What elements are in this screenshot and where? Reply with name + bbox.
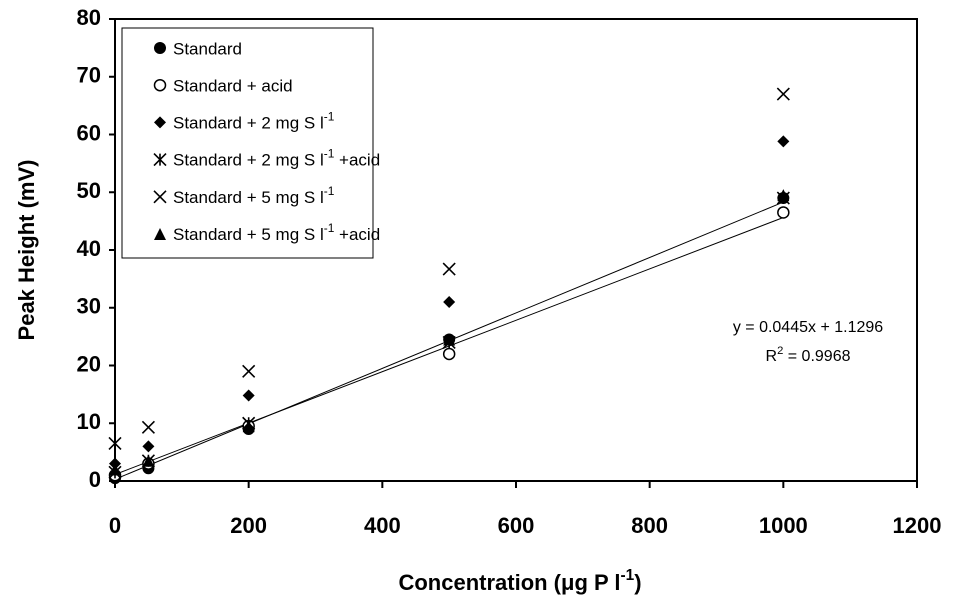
x-tick-label: 1200 bbox=[893, 513, 942, 538]
text-part: R bbox=[766, 348, 778, 365]
marker bbox=[242, 389, 255, 402]
superscript: -1 bbox=[324, 221, 335, 235]
text-part: +acid bbox=[334, 225, 380, 244]
marker bbox=[154, 116, 166, 129]
x-axis-title: Concentration (μg P l-1) bbox=[398, 567, 641, 595]
marker bbox=[142, 454, 155, 467]
y-tick-label: 0 bbox=[89, 467, 101, 492]
y-tick-label: 50 bbox=[77, 178, 101, 203]
marker bbox=[443, 333, 456, 346]
superscript: -1 bbox=[621, 567, 635, 584]
x-tick-label: 800 bbox=[631, 513, 668, 538]
marker bbox=[108, 436, 122, 451]
marker bbox=[154, 228, 166, 240]
text-part: = 0.9968 bbox=[783, 348, 850, 365]
superscript: -1 bbox=[324, 184, 335, 198]
y-tick-label: 30 bbox=[77, 294, 101, 319]
marker bbox=[242, 364, 256, 378]
legend-label: Standard + 5 mg S l-1 bbox=[173, 184, 335, 207]
x-tick-label: 0 bbox=[109, 513, 121, 538]
superscript: 2 bbox=[777, 345, 783, 357]
superscript: -1 bbox=[324, 147, 335, 161]
x-tick-label: 200 bbox=[230, 513, 267, 538]
marker bbox=[153, 78, 167, 92]
marker bbox=[242, 420, 255, 433]
marker bbox=[109, 463, 121, 476]
legend: Standard Standard + acid Standard + 2 mg S… bbox=[121, 27, 380, 259]
text-part: Concentration (μg P l bbox=[398, 570, 620, 595]
x-tick-label: 400 bbox=[364, 513, 401, 538]
marker bbox=[153, 190, 167, 204]
marker bbox=[777, 189, 790, 202]
x-tick-label: 600 bbox=[498, 513, 535, 538]
text-part: ) bbox=[634, 570, 641, 595]
legend-label: Standard + 2 mg S l-1 +acid bbox=[173, 147, 380, 170]
marker bbox=[442, 347, 456, 361]
text-part: Standard + 2 mg S l bbox=[173, 151, 324, 170]
legend-box bbox=[121, 27, 374, 259]
legend-label: Standard + 5 mg S l-1 +acid bbox=[173, 221, 380, 244]
text-part: Standard + 2 mg S l bbox=[173, 114, 324, 133]
x-tick-label: 1000 bbox=[759, 513, 808, 538]
y-axis-title: Peak Height (mV) bbox=[14, 160, 39, 341]
marker bbox=[141, 420, 155, 434]
marker bbox=[777, 135, 790, 148]
superscript: -1 bbox=[324, 110, 335, 124]
r-squared: R2 = 0.9968 bbox=[766, 345, 851, 365]
text-part: +acid bbox=[334, 151, 380, 170]
marker bbox=[154, 42, 166, 54]
y-tick-label: 40 bbox=[77, 236, 101, 261]
marker bbox=[776, 87, 790, 101]
y-tick-label: 80 bbox=[77, 5, 101, 30]
text-part: Standard + 5 mg S l bbox=[173, 225, 324, 244]
marker bbox=[777, 206, 790, 219]
y-tick-label: 70 bbox=[77, 63, 101, 88]
y-tick-label: 10 bbox=[77, 409, 101, 434]
y-tick-label: 20 bbox=[77, 351, 101, 376]
legend-label: Standard + 2 mg S l-1 bbox=[173, 110, 335, 133]
text-part: Standard + 5 mg S l bbox=[173, 188, 324, 207]
legend-label: Standard bbox=[173, 39, 242, 58]
marker bbox=[442, 262, 456, 276]
legend-label: Standard + acid bbox=[173, 77, 293, 96]
y-tick-label: 60 bbox=[77, 120, 101, 145]
marker bbox=[142, 440, 155, 453]
marker bbox=[443, 295, 456, 308]
marker bbox=[153, 153, 167, 167]
equation: y = 0.0445x + 1.1296 bbox=[733, 319, 883, 336]
